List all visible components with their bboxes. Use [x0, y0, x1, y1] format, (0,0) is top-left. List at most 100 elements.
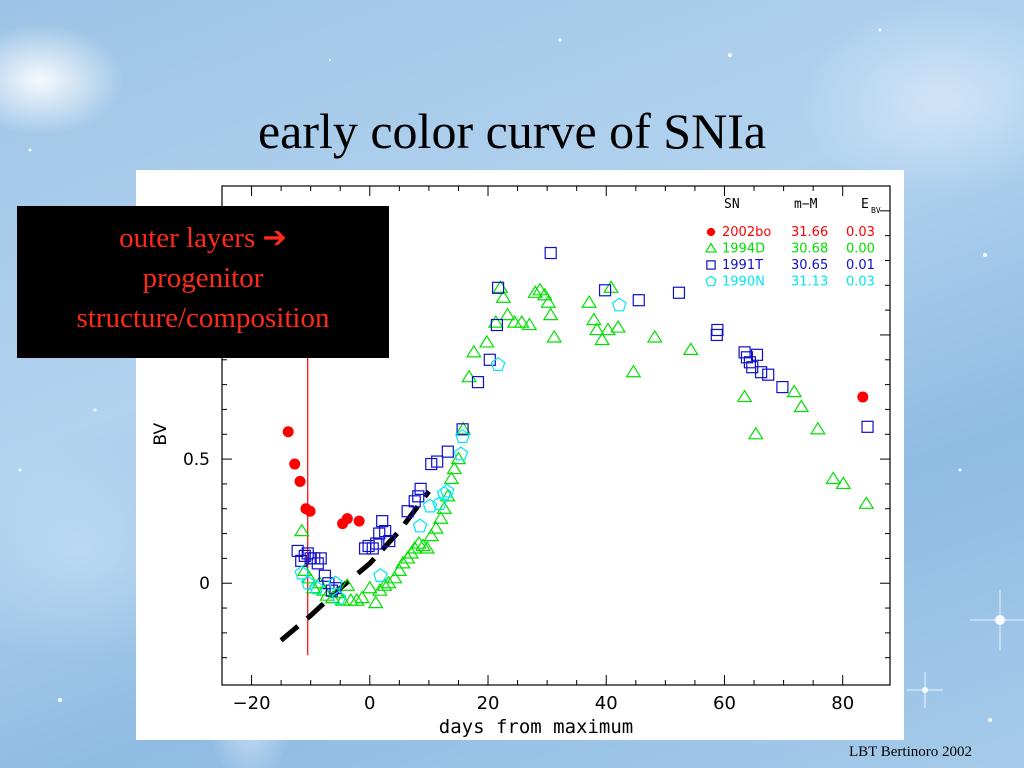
legend-name-1990N: 1990N — [722, 275, 765, 290]
point-1994D — [858, 496, 875, 509]
y-axis-label: BV — [151, 423, 171, 446]
legend-ebv-1994D: 0.00 — [846, 242, 875, 257]
point-1991T — [401, 505, 414, 518]
star-9 — [329, 59, 331, 61]
point-1991T — [598, 284, 612, 297]
x-tick-label: 60 — [713, 693, 736, 714]
point-1994D — [835, 476, 852, 490]
point-1994D — [348, 592, 365, 606]
legend-name-1994D: 1994D — [722, 242, 765, 257]
point-1994D — [506, 314, 523, 328]
point-1994D — [293, 523, 310, 537]
point-1990N — [300, 575, 316, 590]
series-1991T — [291, 246, 874, 597]
point-1991T — [379, 524, 392, 538]
point-1994D — [432, 511, 449, 524]
point-1994D — [521, 317, 538, 331]
callout-line-2: progenitor — [142, 262, 264, 294]
point-1990N — [422, 498, 438, 513]
star-8 — [558, 38, 562, 42]
point-1994D — [492, 280, 509, 293]
x-tick-label: 20 — [477, 693, 500, 714]
y-tick-label: 0.5 — [183, 450, 210, 470]
point-1994D — [585, 312, 602, 326]
point-1991T — [441, 445, 454, 458]
slide-title: early color curve of SNIa — [257, 103, 767, 159]
point-1994D — [793, 399, 810, 413]
point-1994D — [450, 451, 467, 465]
point-1991T — [491, 281, 505, 294]
point-1990N — [455, 428, 471, 443]
point-1994D — [499, 307, 516, 321]
series-1990N — [294, 297, 627, 605]
point-1994D — [581, 295, 598, 308]
point-1990N — [453, 446, 469, 461]
legend-ebv-1990N: 0.03 — [846, 275, 875, 290]
point-1991T — [358, 542, 372, 555]
point-1990N — [331, 590, 347, 605]
point-1990N — [328, 575, 343, 590]
point-1994D — [600, 322, 616, 336]
star-10 — [878, 28, 882, 32]
point-1991T — [431, 455, 444, 468]
legend-ebv-2002bo: 0.03 — [846, 225, 875, 240]
point-1991T — [471, 376, 485, 389]
legend-name-2002bo: 2002bo — [722, 225, 771, 240]
point-1994D — [747, 426, 764, 440]
point-1994D — [736, 389, 753, 403]
star-5 — [28, 148, 32, 152]
star-11 — [18, 468, 22, 472]
legend-distance-2002bo: 31.66 — [791, 225, 828, 240]
point-1994D — [296, 563, 313, 576]
callout-line-3: structure/composition — [76, 302, 330, 334]
point-1991T — [755, 366, 768, 379]
point-1994D — [465, 344, 482, 358]
point-1994D — [682, 342, 699, 356]
x-tick-label: 0 — [364, 693, 375, 714]
point-1991T — [632, 294, 645, 307]
point-1994D — [536, 287, 553, 301]
point-1991T — [861, 420, 874, 433]
point-1991T — [362, 539, 375, 553]
point-1990N — [432, 496, 447, 510]
legend-header-ebv: E — [861, 197, 869, 212]
legend-marker-2002bo — [706, 227, 716, 237]
legend-distance-1991T: 30.65 — [791, 258, 828, 273]
point-1994D — [428, 520, 444, 534]
legend-ebv-1991T: 0.01 — [846, 258, 875, 273]
point-1994D — [786, 384, 803, 398]
right-arrow-icon: ➔ — [262, 222, 287, 254]
point-2002bo — [304, 505, 316, 517]
callout-box: outer layers ➔ progenitor structure/comp… — [17, 206, 389, 358]
legend-distance-1990N: 31.13 — [791, 275, 828, 290]
point-1991T — [456, 423, 469, 436]
point-1994D — [361, 580, 378, 594]
point-1991T — [314, 552, 327, 565]
legend-marker-1994D — [704, 242, 718, 253]
point-1994D — [386, 570, 403, 584]
legend-header-ebv-subscript: BV — [871, 206, 881, 215]
legend-marker-1991T — [706, 260, 716, 270]
point-1994D — [443, 471, 460, 485]
point-1994D — [594, 332, 611, 346]
point-1994D — [532, 282, 548, 296]
y-tick-label: 0 — [199, 574, 210, 594]
point-1990N — [490, 356, 506, 371]
point-1991T — [672, 286, 686, 299]
point-1991T — [776, 380, 789, 394]
point-2002bo — [353, 515, 365, 527]
callout-text-outer-layers: outer layers — [119, 222, 256, 254]
point-1991T — [376, 515, 389, 528]
point-2002bo — [857, 391, 869, 403]
x-axis-label: days from maximum — [439, 716, 633, 738]
legend-distance-1994D: 30.68 — [791, 242, 828, 257]
point-1990N — [309, 580, 324, 595]
series-1994D — [293, 280, 875, 609]
point-1991T — [750, 348, 764, 361]
point-1994D — [495, 290, 512, 303]
point-1990N — [412, 518, 428, 533]
point-1991T — [318, 569, 331, 582]
x-tick-label: −20 — [233, 693, 271, 714]
point-1994D — [610, 319, 626, 333]
